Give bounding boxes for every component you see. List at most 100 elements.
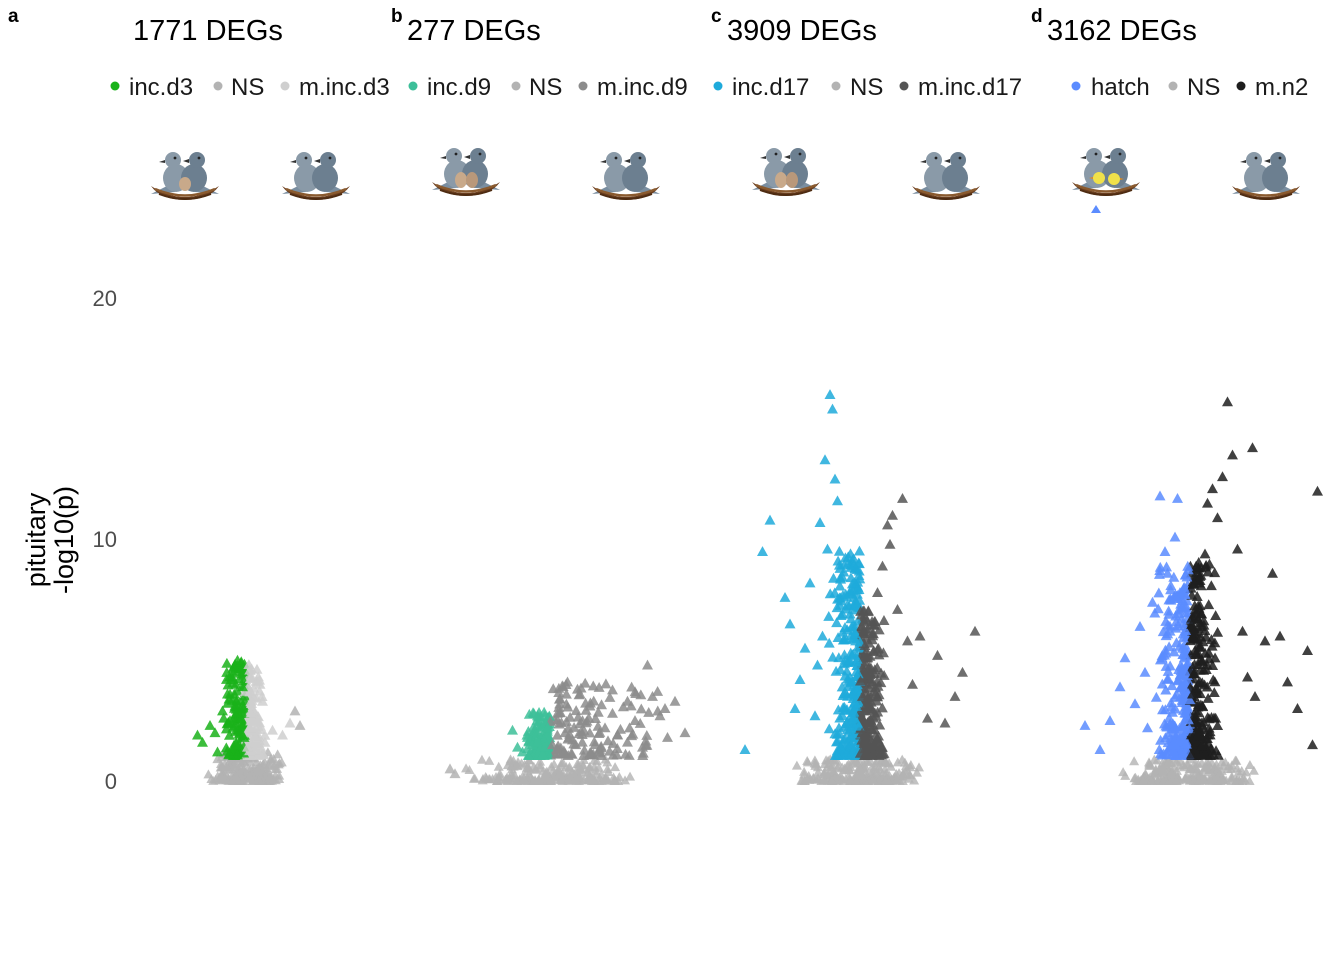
data-point-inc.d17 — [822, 543, 833, 554]
data-point-up-m.inc.d17 — [878, 615, 890, 625]
data-point-inc.d17 — [764, 514, 776, 525]
data-point-ns — [274, 774, 285, 784]
data-point-ns — [819, 768, 830, 778]
data-point-up-m.n2 — [1196, 677, 1208, 688]
data-point-ns — [501, 772, 512, 782]
data-point-hatch — [1134, 620, 1146, 631]
legend-dot-m-inc-d3 — [280, 81, 290, 91]
data-point-up-m.inc.d17 — [858, 616, 870, 627]
data-point-m.inc.d9 — [554, 693, 566, 704]
data-point-up-m.inc.d17 — [856, 609, 868, 620]
data-point-ns — [506, 768, 517, 778]
data-point-m.inc.d17 — [897, 492, 908, 503]
data-point-up-m.inc.d9 — [593, 681, 605, 692]
data-point-inc.d17 — [814, 517, 826, 527]
data-point-ns — [856, 770, 867, 780]
data-point-ns — [270, 759, 281, 769]
data-point-m.inc.d17 — [872, 587, 883, 598]
data-point-up-m.n2 — [1210, 610, 1222, 621]
data-point-up-hatch — [1158, 649, 1170, 660]
data-point-up-m.inc.d9 — [641, 730, 653, 740]
data-point-inc.d17 — [779, 591, 791, 602]
data-point-up-m.inc.d17 — [867, 630, 879, 641]
data-point-m.inc.d3 — [242, 741, 253, 752]
data-point-up-m.inc.d3 — [244, 686, 256, 697]
data-point-m.inc.d3 — [267, 724, 278, 735]
data-point-up-m.inc.d9 — [604, 692, 616, 702]
data-point-up-m.inc.d9 — [600, 678, 612, 689]
data-point-up-m.inc.d9 — [584, 749, 596, 760]
data-point-inc.d3 — [238, 732, 250, 742]
data-point-up-inc.d17 — [847, 712, 859, 722]
data-point-ns — [1198, 774, 1209, 784]
data-point-up-inc.d17 — [837, 626, 849, 637]
data-point-up-hatch — [1149, 607, 1161, 618]
data-point-ns — [252, 765, 263, 775]
data-point-inc.d9 — [512, 741, 523, 752]
data-point-inc.d17 — [847, 688, 858, 699]
data-point-up-m.inc.d9 — [578, 724, 590, 735]
data-point-up-inc.d17 — [845, 722, 857, 733]
data-point-up-m.inc.d9 — [637, 747, 649, 758]
data-point-up-hatch — [1163, 605, 1175, 616]
data-point-up-inc.d17 — [836, 571, 848, 582]
data-point-inc.d17 — [812, 659, 823, 670]
data-point-up-hatch — [1172, 729, 1184, 740]
data-point-m.inc.d9 — [562, 676, 573, 687]
data-point-ns — [850, 755, 861, 765]
data-point-m.inc.d9 — [607, 707, 618, 718]
data-point-m.inc.d3 — [254, 678, 266, 689]
data-point-up-m.inc.d17 — [866, 723, 878, 734]
data-point-up-m.inc.d9 — [635, 703, 647, 714]
data-point-ns — [203, 769, 214, 779]
data-point-up-hatch — [1170, 688, 1182, 699]
data-point-m.n2 — [1307, 739, 1318, 750]
legend-label: NS — [529, 74, 562, 101]
data-point-up-m.n2 — [1212, 720, 1224, 730]
data-point-up-inc.d9 — [533, 716, 545, 726]
data-point-up-m.inc.d9 — [578, 744, 590, 755]
data-point-up-hatch — [1181, 571, 1193, 582]
data-point-up-hatch — [1159, 644, 1171, 655]
data-point-ns — [1232, 763, 1243, 773]
panel-title: 3909 DEGs — [727, 15, 877, 47]
data-point-up-hatch — [1178, 581, 1190, 592]
data-point-ns — [1200, 761, 1211, 771]
data-point-ns — [880, 769, 891, 779]
data-point-up-inc.d3 — [227, 667, 239, 678]
data-point-up-hatch — [1153, 587, 1165, 598]
data-point-ns — [1244, 775, 1255, 785]
data-point-hatch — [1179, 683, 1191, 694]
data-point-up-m.inc.d9 — [579, 677, 591, 688]
data-point-up-inc.d17 — [849, 696, 861, 707]
data-point-ns — [210, 774, 221, 784]
data-point-m.inc.d17 — [892, 604, 903, 614]
data-point-ns — [549, 759, 560, 769]
data-point-inc.d9 — [537, 748, 548, 759]
data-point-up-hatch — [1167, 746, 1179, 757]
data-point-m.inc.d3 — [244, 722, 256, 733]
data-point-up-inc.d9 — [523, 708, 535, 719]
data-point-up-inc.d17 — [835, 742, 847, 752]
data-point-ns — [874, 762, 885, 772]
legend-dot-inc-d17 — [713, 81, 723, 91]
data-point-ns — [901, 765, 912, 775]
data-point-up-m.n2 — [1208, 687, 1220, 697]
data-point-ns — [1190, 757, 1201, 767]
data-point-ns — [819, 775, 830, 785]
data-point-up-m.inc.d9 — [593, 728, 605, 738]
data-point-inc.d3 — [230, 678, 242, 689]
data-point-m.inc.d9 — [647, 690, 658, 701]
data-point-up-m.inc.d9 — [560, 698, 572, 709]
data-point-up-inc.d17 — [852, 683, 864, 694]
data-point-up-inc.d17 — [831, 602, 843, 613]
data-point-up-hatch — [1154, 561, 1166, 572]
scatter-points — [192, 205, 1323, 785]
data-point-up-hatch — [1162, 729, 1174, 740]
data-point-m.inc.d17 — [902, 635, 913, 646]
data-point-hatch — [1159, 546, 1171, 556]
data-point-m.inc.d3 — [257, 695, 268, 706]
data-point-ns — [1205, 775, 1216, 785]
data-point-m.inc.d9 — [567, 734, 578, 745]
data-point-ns — [1152, 755, 1163, 765]
